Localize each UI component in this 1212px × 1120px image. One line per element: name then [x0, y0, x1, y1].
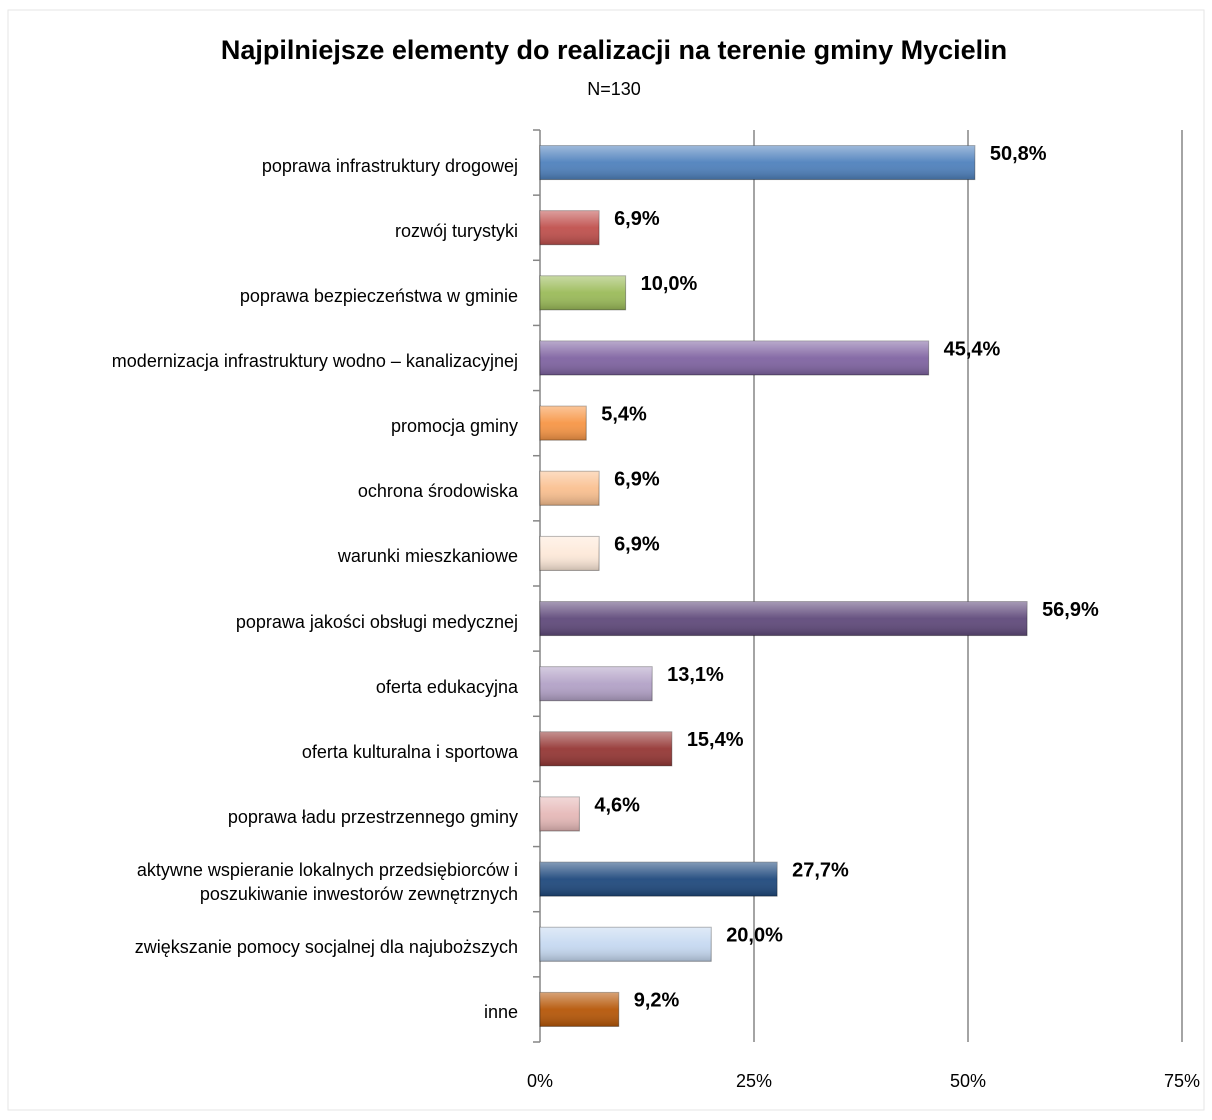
- y-tick-label: oferta kulturalna i sportowa: [301, 741, 518, 762]
- data-label: 4,6%: [594, 794, 640, 816]
- y-tick-label: poprawa bezpieczeństwa w gminie: [239, 285, 518, 306]
- y-tick-label: zwiększanie pomocy socjalnej dla najuboż…: [134, 937, 518, 958]
- x-tick-label: 50%: [950, 1071, 986, 1091]
- y-tick-label: promocja gminy: [390, 416, 518, 437]
- data-label: 10,0%: [641, 273, 698, 295]
- bar-shine: [540, 536, 600, 571]
- data-label: 9,2%: [634, 990, 680, 1012]
- data-label: 5,4%: [601, 403, 647, 425]
- chart-border: [7, 9, 1205, 1111]
- y-tick-label: modernizacja infrastruktury wodno – kana…: [111, 351, 518, 371]
- y-tick-label: poprawa infrastruktury drogowej: [261, 155, 518, 176]
- y-tick-label: aktywne wspieranie lokalnych przedsiębio…: [136, 860, 518, 905]
- bar-shine: [540, 666, 653, 701]
- y-tick-label: warunki mieszkaniowe: [337, 546, 518, 567]
- y-tick-label: poprawa jakości obsługi medycznej: [235, 611, 518, 632]
- bar-shine: [540, 210, 600, 245]
- y-tick-label: oferta edukacyjna: [375, 676, 518, 697]
- bar-shine: [540, 406, 587, 441]
- data-label: 27,7%: [792, 859, 849, 881]
- x-tick-label: 75%: [1164, 1071, 1200, 1091]
- y-tick-label: inne: [483, 1002, 518, 1023]
- bar-shine: [540, 862, 778, 897]
- data-label: 20,0%: [726, 925, 783, 947]
- data-label: 56,9%: [1042, 599, 1099, 621]
- bar-shine: [540, 145, 975, 180]
- data-label: 50,8%: [990, 143, 1047, 165]
- bar-shine: [540, 992, 619, 1027]
- data-label: 6,9%: [614, 469, 660, 491]
- data-label: 6,9%: [614, 534, 660, 556]
- bar-shine: [540, 341, 929, 375]
- bar-shine: [540, 275, 626, 310]
- bar-shine: [540, 731, 672, 766]
- data-label: 13,1%: [667, 664, 724, 686]
- bar-shine: [540, 797, 580, 831]
- chart-subtitle: N=130: [587, 79, 641, 99]
- data-label: 45,4%: [944, 338, 1001, 360]
- bar-shine: [540, 601, 1028, 636]
- y-tick-label: ochrona środowiska: [357, 481, 518, 502]
- chart-title: Najpilniejsze elementy do realizacji na …: [221, 35, 1007, 65]
- data-label: 15,4%: [687, 729, 744, 751]
- bar-shine: [540, 471, 600, 506]
- x-tick-label: 25%: [736, 1071, 772, 1091]
- bar-shine: [540, 927, 712, 962]
- y-tick-label: poprawa ładu przestrzennego gminy: [227, 807, 518, 827]
- data-label: 6,9%: [614, 208, 660, 230]
- x-tick-label: 0%: [527, 1071, 553, 1091]
- y-tick-label: rozwój turystyki: [394, 220, 518, 241]
